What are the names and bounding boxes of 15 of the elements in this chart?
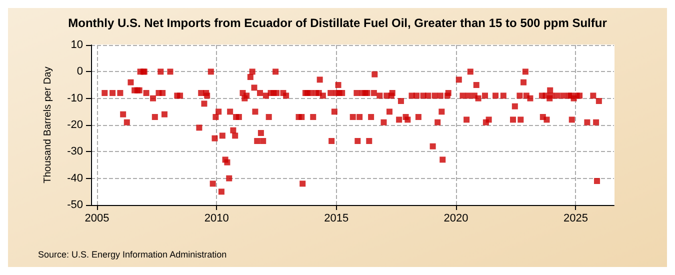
x-tick-label: 2025 xyxy=(563,212,588,224)
x-tick-label: 2005 xyxy=(84,212,110,224)
x-tick-label: 2010 xyxy=(204,212,229,224)
y-axis-title: Thousand Barrels per Day xyxy=(42,66,54,184)
y-tick-label: -40 xyxy=(67,172,83,184)
x-tick-label: 2020 xyxy=(444,212,468,224)
y-tick-label: -10 xyxy=(67,92,83,104)
y-tick-label: 10 xyxy=(70,39,83,51)
y-tick-label: -50 xyxy=(67,199,83,211)
source-note: Source: U.S. Energy Information Administration xyxy=(38,250,227,260)
y-tick-label: 0 xyxy=(76,66,83,78)
y-tick-label: -30 xyxy=(67,146,83,158)
y-tick-label: -20 xyxy=(67,119,83,131)
x-tick-label: 2015 xyxy=(324,212,349,224)
chart-title: Monthly U.S. Net Imports from Ecuador of Distillate Fuel Oil, Greater than 15 to 500 ppm Sulfur xyxy=(68,16,608,30)
